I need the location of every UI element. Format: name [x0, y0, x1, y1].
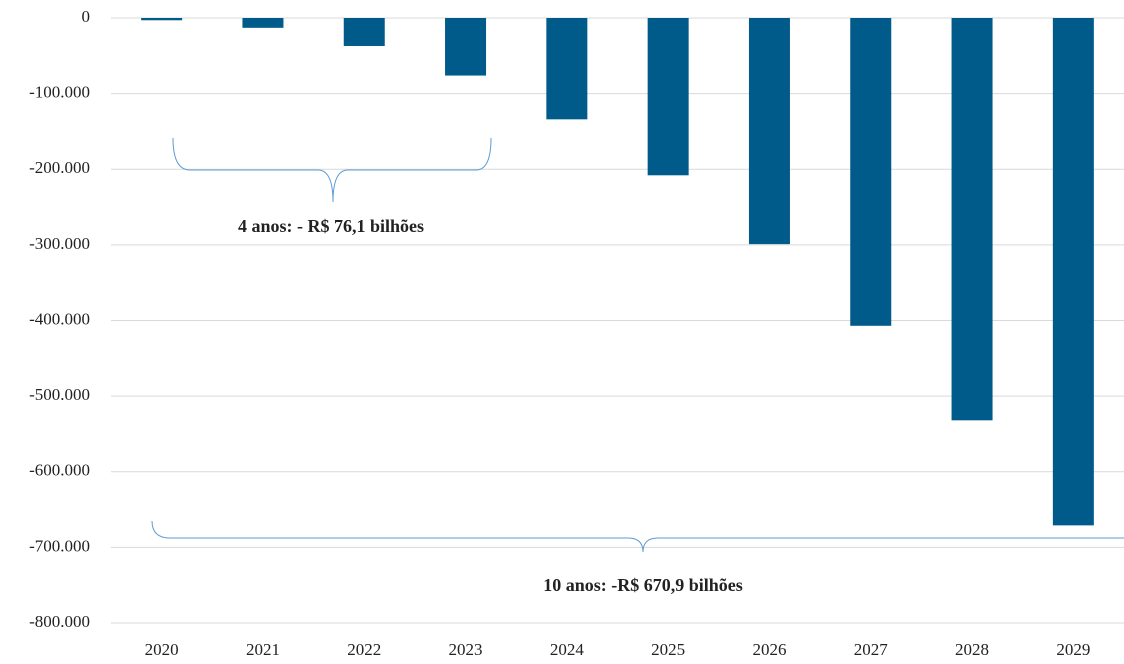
- bar: [850, 18, 892, 326]
- x-tick-label: 2029: [1056, 640, 1090, 659]
- x-tick-label: 2022: [347, 640, 381, 659]
- y-tick-label: -800.000: [29, 612, 90, 631]
- brace-4-years: [172, 137, 492, 203]
- bar: [951, 18, 993, 421]
- y-tick-label: -200.000: [29, 158, 90, 177]
- grid: [111, 17, 1124, 624]
- bar: [546, 18, 588, 120]
- y-tick-label: -700.000: [29, 536, 90, 555]
- x-tick-label: 2028: [955, 640, 989, 659]
- y-tick-label: -600.000: [29, 461, 90, 480]
- x-tick-label: 2025: [651, 640, 685, 659]
- brace-10-years: [151, 520, 1124, 553]
- y-tick-label: -500.000: [29, 385, 90, 404]
- annotation: 4 anos: - R$ 76,1 bilhões: [238, 216, 424, 236]
- bar: [647, 18, 689, 176]
- x-tick-label: 2026: [752, 640, 786, 659]
- bar: [141, 18, 183, 21]
- y-tick-label: 0: [82, 7, 91, 26]
- bar: [343, 18, 385, 46]
- x-tick-label: 2027: [854, 640, 889, 659]
- y-tick-label: -300.000: [29, 234, 90, 253]
- bars: [141, 18, 1094, 526]
- bar: [445, 18, 487, 76]
- y-tick-label: -100.000: [29, 83, 90, 102]
- x-tick-label: 2023: [449, 640, 483, 659]
- annotation: 10 anos: -R$ 670,9 bilhões: [543, 575, 743, 595]
- x-tick-label: 2024: [550, 640, 585, 659]
- bar: [242, 18, 284, 28]
- bar: [748, 18, 790, 245]
- x-tick-label: 2021: [246, 640, 280, 659]
- bar: [1052, 18, 1094, 526]
- y-tick-label: -400.000: [29, 309, 90, 328]
- x-tick-label: 2020: [145, 640, 179, 659]
